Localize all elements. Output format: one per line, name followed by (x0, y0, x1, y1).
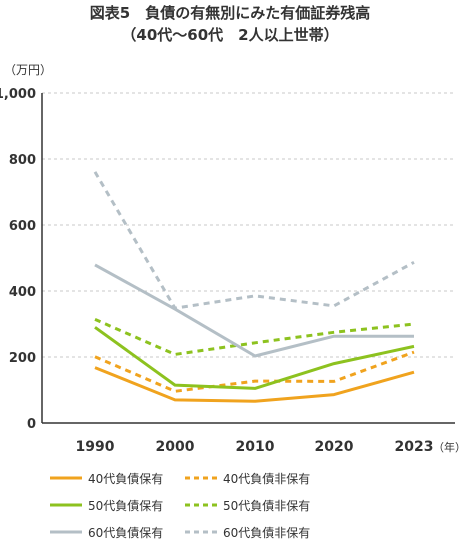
legend-label: 40代負債保有 (88, 472, 164, 486)
series-line-4 (94, 318, 415, 356)
series-line-5 (94, 263, 414, 358)
y-tick-label: 200 (9, 351, 36, 366)
legend-label: 60代負債保有 (88, 526, 164, 540)
series-line-6 (93, 171, 415, 310)
series-line-2 (94, 350, 415, 393)
x-tick-label: 2000 (156, 439, 195, 455)
line-chart: （万円） 0 200 400 600 800 1,000 1990 2000 2010 2020 20… (0, 63, 460, 455)
y-axis-unit-label: （万円） (4, 63, 52, 77)
y-tick-label: 1,000 (0, 87, 36, 102)
legend-label: 50代負債非保有 (223, 499, 311, 513)
x-tick-label: 1990 (76, 439, 115, 455)
y-tick-label: 800 (9, 153, 36, 168)
x-tick-label: 2010 (236, 439, 275, 455)
legend-label: 60代負債非保有 (223, 526, 311, 540)
chart-subtitle: （40代～60代 2人以上世帯） (121, 26, 339, 44)
y-tick-label: 600 (9, 219, 36, 234)
legend-label: 50代負債保有 (88, 499, 164, 513)
y-tick-label: 400 (9, 285, 36, 300)
series-line-1 (94, 366, 415, 403)
chart-title: 図表5 負債の有無別にみた有価証券残高 (89, 4, 371, 22)
legend-label: 40代負債非保有 (223, 472, 311, 486)
series-line-3 (94, 326, 415, 390)
chart-legend: 40代負債保有 40代負債非保有 50代負債保有 50代負債非保有 60代負債保… (0, 470, 460, 546)
x-axis-unit-label: （年） (433, 440, 460, 454)
x-tick-label: 2023 (395, 439, 434, 455)
x-tick-label: 2020 (315, 439, 354, 455)
y-tick-label: 0 (27, 417, 36, 432)
